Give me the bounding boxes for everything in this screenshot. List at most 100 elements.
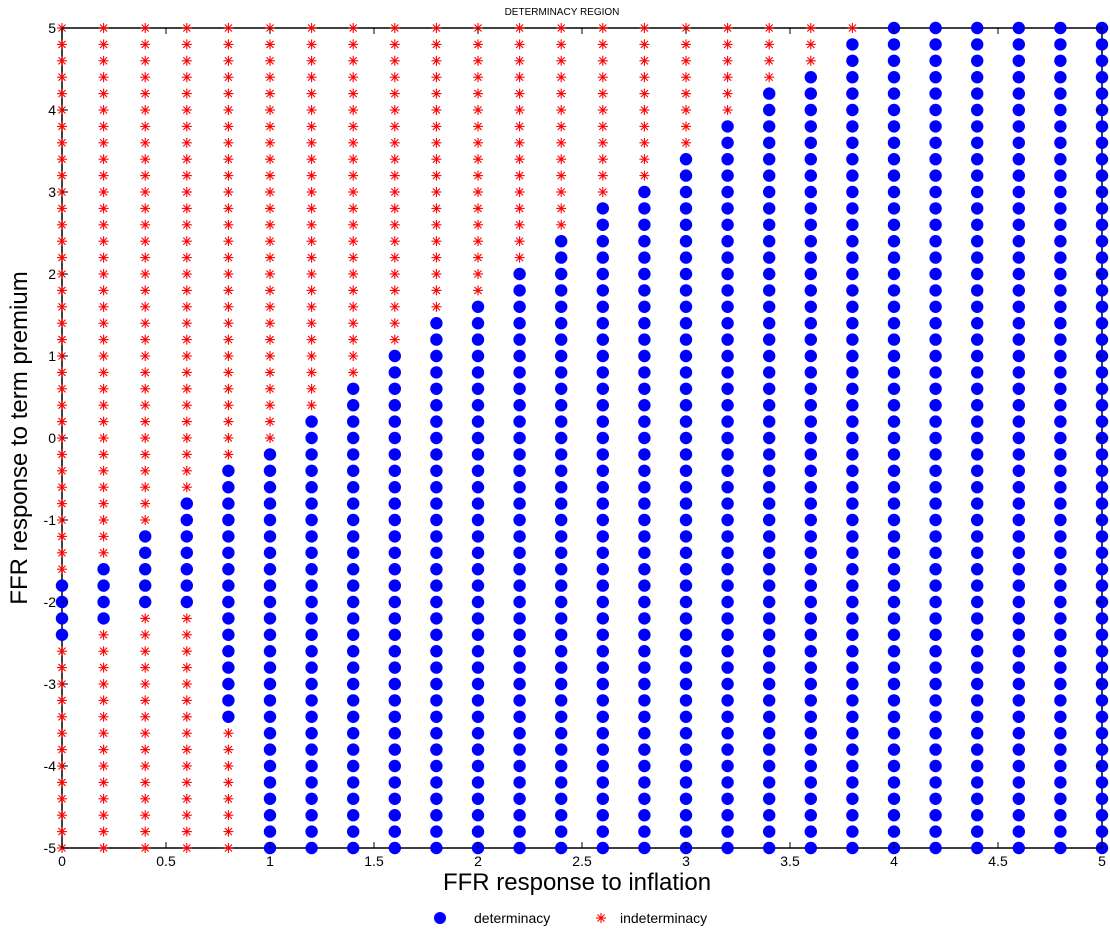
determinacy-point xyxy=(305,431,318,445)
determinacy-point xyxy=(887,120,901,133)
determinacy-point xyxy=(388,841,401,855)
indeterminacy-point xyxy=(348,55,359,66)
indeterminacy-point xyxy=(98,203,109,214)
determinacy-point xyxy=(388,349,401,363)
determinacy-point xyxy=(638,235,651,248)
determinacy-point xyxy=(555,497,568,510)
determinacy-point xyxy=(596,382,609,395)
determinacy-point xyxy=(763,399,776,412)
determinacy-point xyxy=(388,759,401,773)
determinacy-point xyxy=(804,497,817,510)
determinacy-point xyxy=(1054,399,1067,412)
determinacy-point xyxy=(887,513,901,527)
determinacy-point xyxy=(971,415,984,428)
determinacy-point xyxy=(971,464,984,477)
determinacy-point xyxy=(222,677,235,691)
indeterminacy-point xyxy=(805,39,816,50)
indeterminacy-point xyxy=(514,137,525,148)
determinacy-point xyxy=(846,727,859,740)
determinacy-point xyxy=(1095,563,1109,576)
indeterminacy-point xyxy=(306,236,317,247)
determinacy-point xyxy=(430,710,443,723)
indeterminacy-point xyxy=(805,55,816,66)
indeterminacy-point xyxy=(722,72,733,83)
determinacy-point xyxy=(846,38,859,51)
x-tick-label: 0.5 xyxy=(156,853,176,869)
indeterminacy-point xyxy=(140,383,151,394)
determinacy-point xyxy=(721,694,734,707)
determinacy-point xyxy=(1054,267,1067,281)
indeterminacy-point xyxy=(181,433,192,443)
determinacy-point xyxy=(679,431,693,445)
determinacy-point xyxy=(1012,727,1025,740)
determinacy-point xyxy=(971,300,984,313)
determinacy-point xyxy=(1012,317,1025,330)
determinacy-point xyxy=(887,251,901,264)
determinacy-point xyxy=(679,464,693,477)
determinacy-point xyxy=(763,727,776,740)
determinacy-point xyxy=(555,431,568,445)
determinacy-point xyxy=(721,710,734,723)
y-tick-label: 2 xyxy=(48,266,56,282)
indeterminacy-point xyxy=(98,154,109,165)
determinacy-point xyxy=(347,579,360,592)
determinacy-point xyxy=(1012,54,1025,67)
indeterminacy-point xyxy=(348,187,359,197)
determinacy-point xyxy=(1095,448,1109,461)
determinacy-point xyxy=(846,759,859,773)
determinacy-point xyxy=(305,661,318,674)
determinacy-point xyxy=(638,366,651,379)
determinacy-point xyxy=(887,366,901,379)
indeterminacy-point xyxy=(98,318,109,329)
determinacy-point xyxy=(263,694,277,707)
legend-determinacy-marker xyxy=(434,912,446,924)
indeterminacy-point xyxy=(431,170,442,181)
indeterminacy-point xyxy=(223,137,234,148)
indeterminacy-point xyxy=(98,695,109,706)
indeterminacy-point xyxy=(57,334,67,345)
determinacy-point xyxy=(471,677,485,691)
determinacy-point xyxy=(846,513,859,527)
indeterminacy-point xyxy=(306,39,317,50)
determinacy-point xyxy=(180,530,193,543)
determinacy-point xyxy=(804,677,817,691)
determinacy-point xyxy=(347,776,360,789)
determinacy-point xyxy=(1054,415,1067,428)
determinacy-point xyxy=(638,431,651,445)
determinacy-point xyxy=(1012,579,1025,592)
determinacy-point xyxy=(763,661,776,674)
determinacy-point xyxy=(347,595,360,609)
determinacy-point xyxy=(555,727,568,740)
determinacy-point xyxy=(430,809,443,822)
determinacy-point xyxy=(638,448,651,461)
indeterminacy-point xyxy=(57,826,67,837)
determinacy-point xyxy=(1012,300,1025,313)
indeterminacy-point xyxy=(98,679,109,689)
indeterminacy-point xyxy=(140,269,151,279)
determinacy-point xyxy=(679,153,693,166)
determinacy-point xyxy=(679,333,693,346)
indeterminacy-point xyxy=(556,203,567,214)
determinacy-point xyxy=(388,792,401,805)
determinacy-point xyxy=(887,825,901,838)
indeterminacy-point xyxy=(473,55,483,66)
determinacy-point xyxy=(971,661,984,674)
determinacy-point xyxy=(887,612,901,625)
indeterminacy-point xyxy=(140,515,151,525)
determinacy-point xyxy=(513,809,526,822)
determinacy-point xyxy=(347,792,360,805)
determinacy-point xyxy=(763,759,776,773)
determinacy-point xyxy=(1054,546,1067,559)
indeterminacy-point xyxy=(57,449,67,460)
determinacy-point xyxy=(721,530,734,543)
indeterminacy-point xyxy=(265,252,275,263)
indeterminacy-point xyxy=(348,23,359,33)
determinacy-point xyxy=(679,202,693,215)
determinacy-point xyxy=(679,382,693,395)
indeterminacy-point xyxy=(98,843,109,853)
determinacy-point xyxy=(679,415,693,428)
determinacy-point xyxy=(513,841,526,855)
indeterminacy-point xyxy=(265,170,275,181)
indeterminacy-point xyxy=(223,72,234,83)
determinacy-point xyxy=(1054,202,1067,215)
